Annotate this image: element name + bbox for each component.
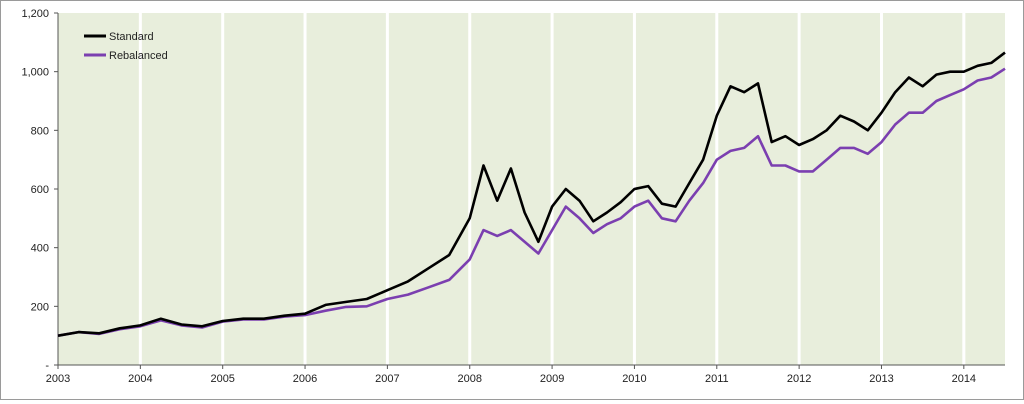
plot-area xyxy=(58,13,1005,365)
y-tick-label: 600 xyxy=(31,184,49,196)
x-tick-label: 2012 xyxy=(787,373,811,385)
series-line-standard xyxy=(57,51,1006,337)
x-tick-label: 2004 xyxy=(128,373,152,385)
x-tick-label: 2005 xyxy=(210,373,234,385)
y-tick-label: - xyxy=(45,360,49,372)
x-tick-label: 2003 xyxy=(46,373,70,385)
x-tick-label: 2013 xyxy=(869,373,893,385)
y-tick-label: 1,200 xyxy=(21,8,49,20)
x-tick-label: 2010 xyxy=(622,373,646,385)
x-tick-label: 2014 xyxy=(952,373,976,385)
legend-label: Rebalanced xyxy=(109,50,168,62)
x-tick-label: 2009 xyxy=(540,373,564,385)
x-tick-label: 2011 xyxy=(705,373,729,385)
legend-label: Standard xyxy=(109,31,154,43)
y-tick-label: 800 xyxy=(31,125,49,137)
x-tick-label: 2007 xyxy=(375,373,399,385)
x-tick-label: 2008 xyxy=(457,373,481,385)
y-tick-label: 400 xyxy=(31,243,49,255)
y-tick-label: 1,000 xyxy=(21,67,49,79)
y-tick-label: 200 xyxy=(31,301,49,313)
x-tick-label: 2006 xyxy=(293,373,317,385)
